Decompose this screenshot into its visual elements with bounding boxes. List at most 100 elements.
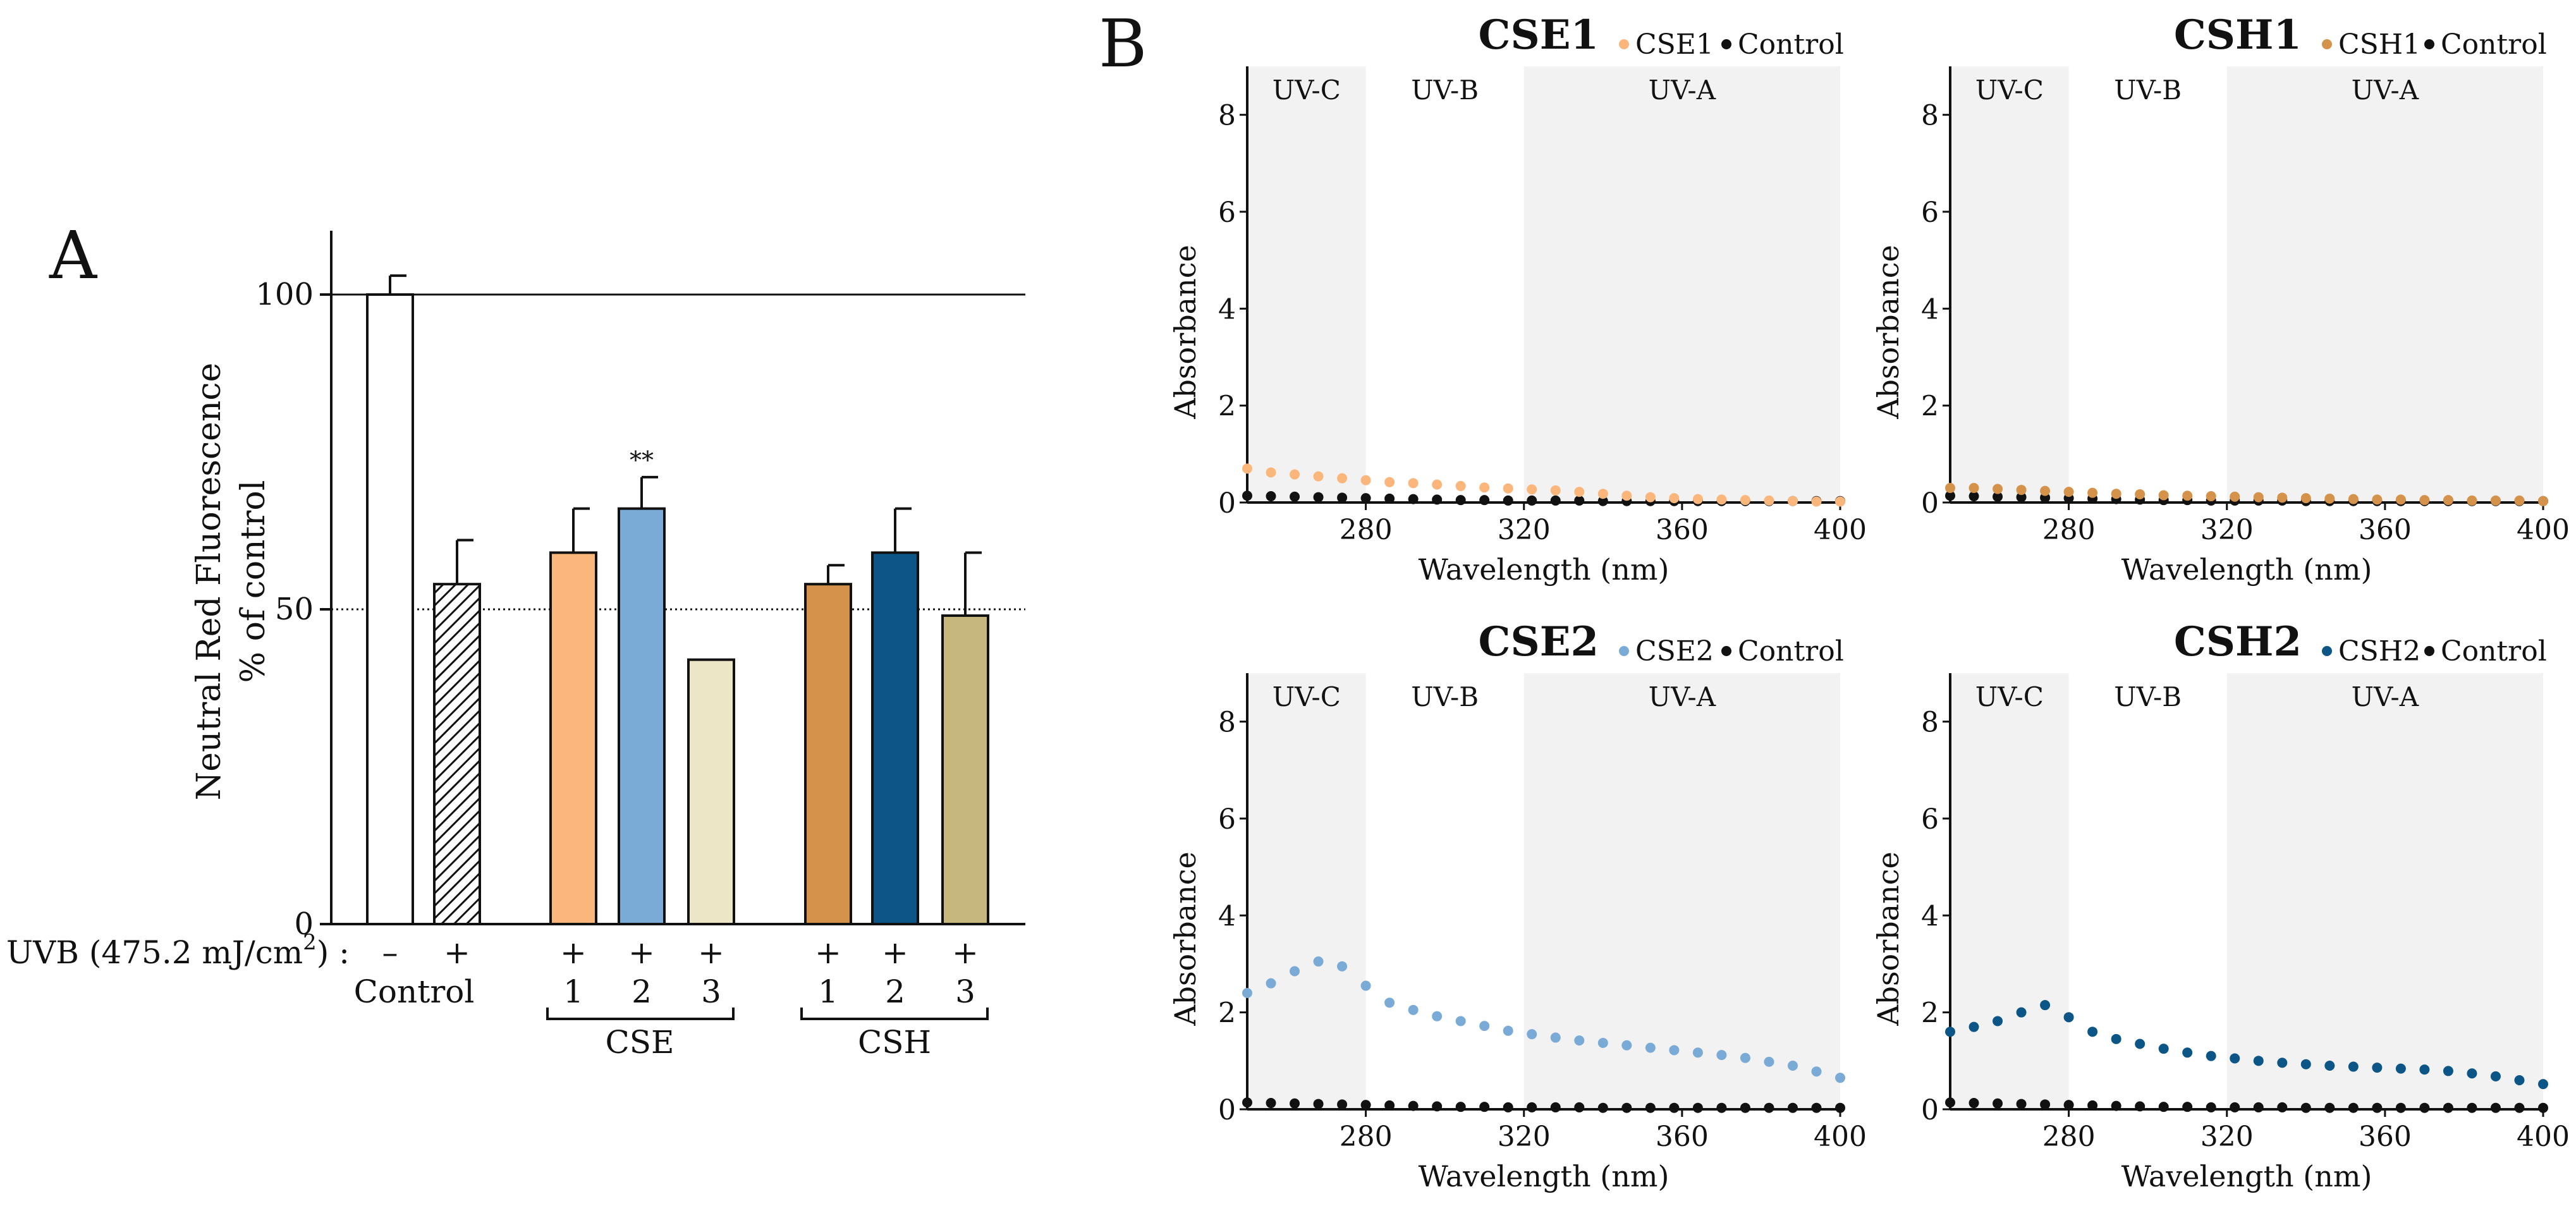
point-csh2 <box>2182 1047 2193 1058</box>
point-control <box>1313 492 1324 502</box>
legend-dot-control <box>1721 39 1731 49</box>
point-cse1 <box>1574 487 1585 497</box>
legend-label-csh1: CSH1 <box>2338 28 2420 61</box>
ytick-label: 4 <box>1921 900 1939 932</box>
point-csh2 <box>2490 1071 2501 1081</box>
point-csh1 <box>1993 484 2003 494</box>
legend-label-control: Control <box>1738 635 1844 667</box>
group-label-csh: CSH <box>858 1024 931 1061</box>
region-uva-shade <box>1523 673 1840 1109</box>
index-label-5: 3 <box>701 973 721 1010</box>
point-csh1 <box>2087 487 2098 498</box>
point-control <box>2419 1102 2430 1113</box>
region-label-uv-a: UV-A <box>2352 681 2419 712</box>
point-csh2 <box>2063 1012 2074 1023</box>
bar-8 <box>941 614 989 926</box>
subplot-title: CSE2 <box>1479 618 1599 666</box>
point-control <box>1290 491 1300 502</box>
point-control <box>1669 1102 1680 1113</box>
xtick-label: 360 <box>2359 1121 2412 1153</box>
subplot-cse2: UV-C UV-B UV-A 0 2 4 6 8 280 320 360 400 Wavelength … <box>1168 618 1867 1193</box>
point-cse2 <box>1242 988 1252 998</box>
point-control <box>2300 1102 2311 1113</box>
point-control <box>2111 1100 2121 1111</box>
xtick-label: 400 <box>2517 514 2570 546</box>
x-axis-label: Wavelength (nm) <box>2121 552 2372 587</box>
point-cse1 <box>1787 496 1798 506</box>
point-control <box>2443 1102 2453 1113</box>
xtick-label: 360 <box>1656 514 1709 546</box>
point-control <box>1716 1102 1727 1113</box>
index-label-3: 1 <box>563 973 583 1010</box>
point-cse2 <box>1360 980 1371 991</box>
point-control <box>1787 1102 1798 1113</box>
point-cse2 <box>1503 1025 1513 1036</box>
legend-label-cse1: CSE1 <box>1635 28 1714 61</box>
ytick-label: 4 <box>1218 900 1236 932</box>
point-csh1 <box>2324 493 2335 504</box>
region-label-uv-c: UV-C <box>1975 681 2044 712</box>
point-control <box>1574 1102 1585 1112</box>
subplot-cse1: UV-C UV-B UV-A 0 2 4 6 8 280 320 360 400 Wavelength … <box>1168 11 1867 587</box>
point-cse1 <box>1337 473 1348 484</box>
region-label-uv-b: UV-B <box>1411 75 1479 106</box>
ytick-label: 6 <box>1921 197 1939 229</box>
point-control <box>1550 1102 1561 1112</box>
legend-dot-control <box>2424 39 2434 49</box>
point-control <box>1479 1102 1490 1112</box>
point-control <box>1266 1098 1276 1109</box>
point-control <box>2395 1102 2406 1113</box>
point-csh2 <box>2395 1063 2406 1074</box>
point-cse1 <box>1669 493 1680 504</box>
point-csh2 <box>2206 1051 2216 1061</box>
point-control <box>1550 495 1561 506</box>
ytick-label: 2 <box>1218 997 1236 1030</box>
point-control <box>1503 1102 1513 1112</box>
region-uvc-shade <box>1247 66 1366 502</box>
point-control <box>1313 1099 1324 1109</box>
point-csh1 <box>2206 491 2216 502</box>
point-cse1 <box>1384 477 1395 487</box>
point-cse2 <box>1692 1047 1703 1058</box>
region-uvc-shade <box>1247 673 1366 1109</box>
point-cse2 <box>1574 1035 1585 1046</box>
point-control <box>2490 1102 2501 1113</box>
point-cse1 <box>1408 478 1419 489</box>
point-cse2 <box>1550 1032 1561 1043</box>
point-cse2 <box>1645 1042 1656 1053</box>
point-csh2 <box>2324 1061 2335 1071</box>
point-csh2 <box>1945 1026 1955 1037</box>
point-control <box>2324 1102 2335 1113</box>
uvb-sign-7: + <box>882 934 908 971</box>
subplot-csh2: UV-C UV-B UV-A 0 2 4 6 8 280 320 360 400 Wavelength … <box>1871 618 2570 1193</box>
x-axis-label: Wavelength (nm) <box>1419 552 1670 587</box>
point-csh2 <box>2253 1056 2264 1066</box>
point-cse2 <box>1408 1004 1419 1015</box>
xtick-label: 400 <box>1814 1121 1867 1153</box>
xtick-label: 400 <box>1814 514 1867 546</box>
point-control <box>1384 1100 1395 1111</box>
point-cse1 <box>1597 489 1608 499</box>
point-control <box>1945 490 1955 501</box>
region-uvc-shade <box>1950 673 2069 1109</box>
point-csh1 <box>2182 490 2193 501</box>
point-cse2 <box>1266 978 1276 989</box>
point-csh1 <box>2443 495 2453 506</box>
xtick-label: 280 <box>2042 1121 2096 1153</box>
ytick-label: 8 <box>1218 707 1236 739</box>
point-cse2 <box>1669 1045 1680 1056</box>
point-cse2 <box>1597 1037 1608 1048</box>
xtick-label: 280 <box>1340 1121 1393 1153</box>
point-csh1 <box>2419 495 2430 506</box>
point-csh1 <box>2395 494 2406 505</box>
point-control <box>1969 1098 1979 1109</box>
legend-label-csh2: CSH2 <box>2338 635 2420 667</box>
significance-marker: ** <box>630 446 654 474</box>
region-uva-shade <box>2226 66 2543 502</box>
point-csh1 <box>2538 496 2548 506</box>
region-label-uv-a: UV-A <box>1649 681 1716 712</box>
point-csh1 <box>2348 494 2359 504</box>
legend-dot-csh2 <box>2322 646 2332 656</box>
point-cse1 <box>1479 482 1490 493</box>
